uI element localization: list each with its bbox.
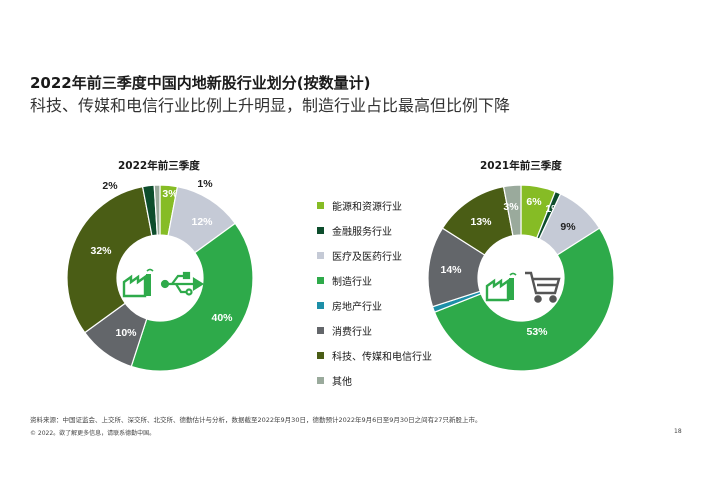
legend-swatch xyxy=(317,327,324,334)
legend-label: 消费行业 xyxy=(332,327,372,338)
data-label: 40% xyxy=(211,312,233,324)
data-label: 9% xyxy=(560,221,576,233)
legend-item: 金融服务行业 xyxy=(317,218,432,243)
data-label: 10% xyxy=(115,327,137,339)
legend-swatch xyxy=(317,202,324,209)
data-label: 3% xyxy=(162,188,178,200)
copyright-note: © 2022。欲了解更多信息，请联系德勤中国。 xyxy=(30,430,156,437)
donut-slice xyxy=(130,222,254,372)
donut-2022: 3% 12% 40% 10% 32% 2% 1% xyxy=(66,178,254,372)
legend: 能源和资源行业 金融服务行业 医疗及医药行业 制造行业 房地产行业 消费行业 科… xyxy=(317,193,432,393)
legend-label: 金融服务行业 xyxy=(332,227,392,238)
source-note: 资料来源：中国证监会、上交所、深交所、北交所、德勤估计与分析，数据截至2022年… xyxy=(30,416,482,424)
legend-label: 其他 xyxy=(332,377,352,388)
legend-swatch xyxy=(317,277,324,284)
page-subtitle: 科技、传媒和电信行业比例上升明显，制造行业占比最高但比例下降 xyxy=(30,96,511,115)
page-title: 2022年前三季度中国内地新股行业划分(按数量计) xyxy=(30,74,371,92)
donut-slice xyxy=(153,184,161,236)
data-label: 14% xyxy=(440,264,462,276)
data-label: 13% xyxy=(470,216,492,228)
data-label: 53% xyxy=(526,326,548,338)
shopping-cart-icon xyxy=(525,271,561,303)
factory-icon xyxy=(485,272,517,302)
legend-label: 制造行业 xyxy=(332,277,372,288)
legend-label: 科技、传媒和电信行业 xyxy=(332,352,432,363)
legend-item: 消费行业 xyxy=(317,318,432,343)
legend-swatch xyxy=(317,252,324,259)
legend-swatch xyxy=(317,302,324,309)
donut-hole xyxy=(118,236,202,320)
legend-item: 其他 xyxy=(317,368,432,393)
data-label: 12% xyxy=(191,216,213,228)
donut-slice xyxy=(433,227,615,372)
legend-item: 医疗及医药行业 xyxy=(317,243,432,268)
legend-swatch xyxy=(317,352,324,359)
page-number: 18 xyxy=(674,428,682,435)
legend-item: 房地产行业 xyxy=(317,293,432,318)
legend-item: 制造行业 xyxy=(317,268,432,293)
data-label: 3% xyxy=(503,201,519,213)
donut-slice xyxy=(502,184,522,237)
legend-item: 科技、传媒和电信行业 xyxy=(317,343,432,368)
chart-2022-title: 2022年前三季度 xyxy=(118,160,200,172)
factory-icon xyxy=(122,268,154,298)
chart-2021-title: 2021年前三季度 xyxy=(480,160,562,172)
data-label: 32% xyxy=(90,245,112,257)
donut-2021: 6%1%9%53%14%13%3% xyxy=(427,184,615,372)
legend-item: 能源和资源行业 xyxy=(317,193,432,218)
data-label: 6% xyxy=(526,196,542,208)
legend-label: 房地产行业 xyxy=(332,302,382,313)
data-label: 1% xyxy=(197,178,213,190)
data-label: 2% xyxy=(102,180,118,192)
legend-label: 医疗及医药行业 xyxy=(332,252,402,263)
legend-label: 能源和资源行业 xyxy=(332,202,402,213)
legend-swatch xyxy=(317,227,324,234)
legend-swatch xyxy=(317,377,324,384)
usb-icon xyxy=(160,271,205,296)
donut-slice xyxy=(66,185,153,334)
